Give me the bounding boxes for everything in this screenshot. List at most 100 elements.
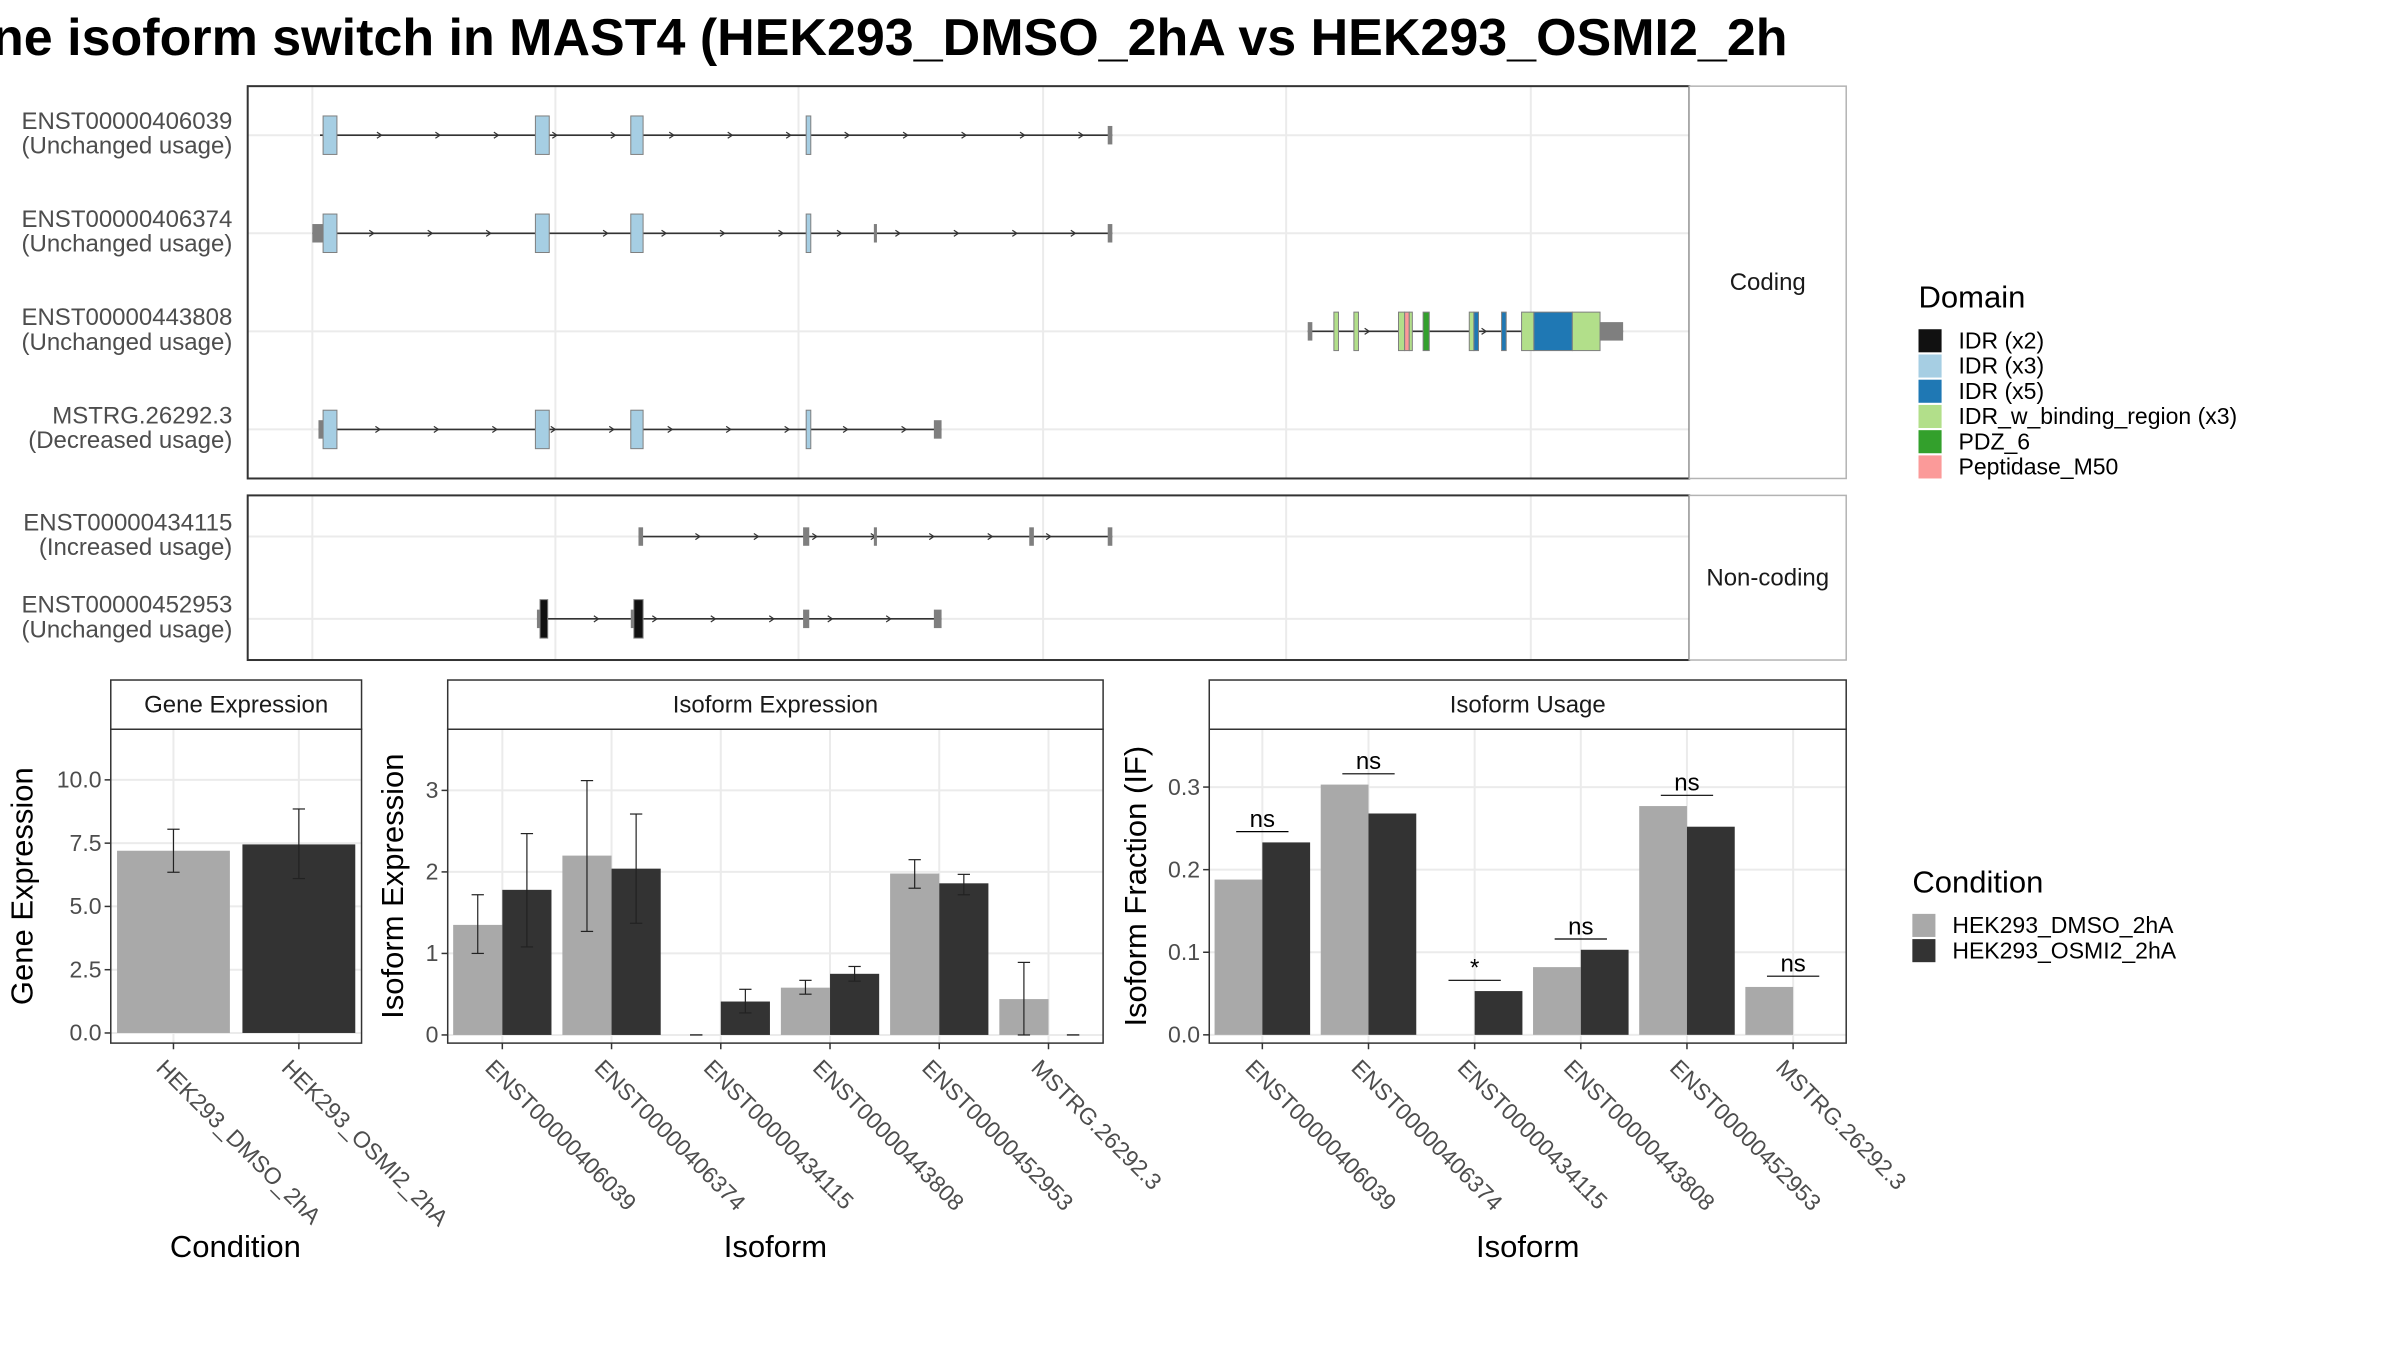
domain-exon (1408, 311, 1413, 352)
direction-arrow (651, 615, 659, 623)
y-axis-title: Isoform Expression (375, 754, 410, 1019)
domain-exon (1422, 311, 1430, 352)
direction-arrow (667, 425, 674, 434)
direction-arrow (811, 532, 819, 541)
y-tick-label: 0.3 (1168, 774, 1200, 800)
bar (1533, 967, 1581, 1035)
utr-exon (873, 527, 877, 546)
bar (830, 973, 880, 1035)
direction-arrow (953, 229, 960, 237)
y-axis-title: Gene Expression (4, 767, 39, 1005)
panel-strip (446, 679, 1104, 730)
transcript-id-label: ENST00000434115 (23, 509, 232, 536)
y-tick-label: 0 (426, 1022, 439, 1048)
domain-exon (805, 409, 812, 450)
panel-title: Gene Expression (144, 691, 328, 718)
bar (939, 883, 989, 1035)
utr-exon (1107, 224, 1113, 243)
y-tick-label: 2.5 (70, 956, 102, 982)
domain-exon (534, 115, 550, 155)
direction-arrow (551, 131, 559, 139)
facet-strip (1688, 494, 1847, 661)
bar (1745, 986, 1794, 1035)
direction-arrow (376, 131, 383, 139)
panel-strip (110, 679, 363, 730)
legend-label: Peptidase_M50 (1959, 454, 2119, 480)
direction-arrow (725, 425, 732, 434)
direction-arrow (928, 532, 935, 541)
isoform-expression-panel: Isoform Expression0123ENST00000406039ENS… (375, 679, 1167, 1264)
utr-exon (536, 609, 541, 629)
direction-arrow (661, 229, 668, 237)
domain-exon (1397, 311, 1406, 352)
y-tick-label: 3 (426, 777, 439, 803)
direction-arrow (961, 131, 968, 139)
transcript-id-label: ENST00000406374 (21, 206, 232, 233)
facet-strip-label: Coding (1730, 269, 1806, 296)
transcript-id-label: ENST00000443808 (21, 304, 232, 331)
y-tick-label: 2 (426, 859, 439, 885)
domain-exon (1571, 311, 1601, 352)
domain-exon (1333, 311, 1339, 352)
gene-structure-plot: ENST00000406039(Unchanged usage)ENST0000… (21, 85, 1847, 662)
direction-arrow (433, 425, 440, 434)
direction-arrow (768, 615, 775, 623)
utr-exon (873, 224, 877, 243)
bar (890, 873, 940, 1035)
transcript-usage-label: (Unchanged usage) (22, 616, 233, 643)
direction-arrow (485, 229, 492, 237)
direction-arrow (695, 532, 702, 541)
legend-label: PDZ_6 (1959, 428, 2031, 454)
legend-label: IDR (x5) (1959, 378, 2045, 404)
y-tick-label: 7.5 (70, 830, 102, 856)
bar (1320, 784, 1369, 1035)
direction-arrow (784, 425, 791, 434)
domain-exon (322, 213, 338, 254)
utr-exon (1600, 322, 1624, 341)
facet-strip-label: Non-coding (1706, 564, 1829, 591)
direction-arrow (375, 425, 382, 434)
legend-swatch (1912, 939, 1936, 963)
y-tick-label: 0.2 (1168, 856, 1200, 882)
legend-swatch (1918, 455, 1942, 479)
panel-title: Isoform Expression (673, 691, 878, 718)
legend-swatch (1918, 354, 1942, 378)
panel-border (110, 728, 363, 1044)
utr-exon (1307, 322, 1313, 341)
transcript-usage-label: (Decreased usage) (28, 427, 232, 454)
domain-exon (630, 409, 644, 450)
x-axis-title: Isoform (724, 1229, 827, 1264)
significance-label: ns (1356, 748, 1381, 775)
direction-arrow (1481, 327, 1488, 335)
direction-arrow (593, 615, 600, 623)
x-axis-title: Isoform (1476, 1229, 1579, 1264)
domain-exon (1521, 311, 1535, 352)
domain-exon (1501, 311, 1507, 352)
legend-swatch (1918, 329, 1942, 353)
domain-exon (1353, 311, 1359, 352)
direction-arrow (727, 131, 734, 139)
utr-exon (803, 527, 810, 546)
significance-label: ns (1674, 770, 1699, 797)
utr-exon (630, 609, 634, 629)
direction-arrow (778, 229, 785, 237)
domain-exon (1533, 311, 1573, 352)
direction-arrow (668, 131, 675, 139)
direction-arrow (368, 229, 375, 237)
utr-exon (933, 609, 942, 629)
direction-arrow (1364, 327, 1371, 335)
bar (1474, 991, 1523, 1035)
legend-label: IDR (x2) (1959, 327, 2045, 353)
significance-label: ns (1780, 951, 1805, 978)
y-tick-label: 1 (426, 940, 439, 966)
y-tick-label: 0.0 (1168, 1022, 1200, 1048)
bar (780, 987, 831, 1035)
structure-panel (247, 86, 1690, 479)
significance-label: ns (1568, 913, 1593, 940)
utr-exon (318, 420, 324, 439)
direction-arrow (1011, 229, 1019, 237)
direction-arrow (753, 532, 760, 541)
utr-exon (1029, 527, 1034, 546)
